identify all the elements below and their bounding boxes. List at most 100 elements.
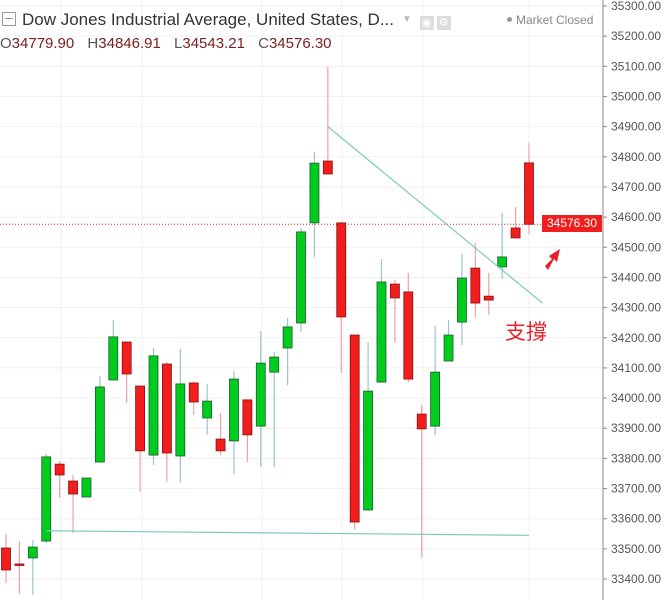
y-tick-label: 34600.00 <box>611 210 661 224</box>
candle-body <box>27 546 38 559</box>
candle-body <box>135 385 146 452</box>
y-tick-label: 34100.00 <box>611 361 661 375</box>
y-tick-label: 33500.00 <box>611 542 661 556</box>
open-value: 34779.90 <box>11 35 75 52</box>
menu-icon[interactable] <box>2 12 16 26</box>
candle-body <box>524 162 534 225</box>
candle-body <box>121 341 132 375</box>
y-tick-label: 33800.00 <box>611 451 661 465</box>
eye-icon[interactable]: ◉ <box>419 16 434 30</box>
candle <box>269 351 280 467</box>
candle <box>403 272 414 383</box>
candle-body <box>162 363 172 454</box>
candle <box>349 334 360 530</box>
y-tick-label: 33600.00 <box>611 512 661 526</box>
candle-body <box>282 326 293 349</box>
close-label: C <box>258 35 269 52</box>
candle-body <box>54 463 65 476</box>
y-tick-label: 34800.00 <box>611 150 661 164</box>
candle-body <box>68 480 78 495</box>
candle <box>188 381 199 415</box>
candle <box>27 540 38 596</box>
high-label: H <box>87 35 99 52</box>
candle-body <box>349 334 360 523</box>
candle-body <box>229 378 239 442</box>
candle <box>14 541 25 595</box>
candle <box>443 319 454 362</box>
candle <box>457 253 467 345</box>
y-tick-label: 34900.00 <box>611 120 661 134</box>
candle <box>215 412 226 456</box>
y-tick-label: 34400.00 <box>611 270 661 284</box>
candle <box>322 66 333 175</box>
market-status-text: Market Closed <box>516 13 594 27</box>
candle <box>336 222 347 374</box>
gear-icon[interactable]: ⚙ <box>436 16 451 30</box>
y-tick-label: 33700.00 <box>611 482 661 496</box>
candle-body <box>457 277 467 323</box>
candle-body <box>363 390 373 511</box>
candle-body <box>510 227 521 239</box>
up-arrow-icon <box>545 249 560 270</box>
last-price-tag: 34576.30 <box>542 215 602 232</box>
candle-body <box>215 438 226 452</box>
candle <box>255 331 266 467</box>
candle <box>135 385 146 492</box>
y-tick-label: 35100.00 <box>611 59 661 73</box>
chart-header: Dow Jones Industrial Average, United Sta… <box>0 10 451 30</box>
candle <box>497 212 508 279</box>
candle <box>68 474 78 533</box>
candle <box>363 341 373 511</box>
candle <box>389 279 400 343</box>
candle <box>175 348 186 483</box>
candle-body <box>255 362 266 427</box>
candle <box>108 319 119 381</box>
candle <box>282 317 293 386</box>
candle <box>296 227 306 333</box>
candle-body <box>202 400 213 419</box>
high-value: 34846.91 <box>98 35 161 52</box>
candle <box>121 341 132 403</box>
candle <box>54 461 65 498</box>
candle-body <box>188 382 199 403</box>
candle <box>470 243 481 317</box>
candle-body <box>483 295 494 301</box>
candle-body <box>108 336 119 381</box>
candle <box>1 534 11 583</box>
y-tick-label: 34500.00 <box>611 240 661 254</box>
status-dot-icon <box>507 17 512 22</box>
candle <box>229 370 239 475</box>
candle-body <box>430 371 441 427</box>
candle-body <box>322 160 333 175</box>
candle-body <box>376 281 387 383</box>
y-tick-label: 35200.00 <box>611 29 661 43</box>
ohlc-legend: O34779.90 H34846.91 L34543.21 C34576.30 <box>0 35 341 52</box>
chevron-down-icon[interactable]: ▼ <box>402 14 412 25</box>
candle <box>309 151 320 257</box>
candle <box>524 142 534 235</box>
y-tick-label: 34000.00 <box>611 391 661 405</box>
candle-body <box>175 383 186 457</box>
candle-body <box>148 355 159 456</box>
candle <box>510 206 521 239</box>
candle-body <box>14 563 25 566</box>
candle-body <box>403 291 414 380</box>
candle-body <box>296 231 306 324</box>
support-annotation: 支撐 <box>505 320 547 344</box>
candle-body <box>470 267 481 304</box>
y-tick-label: 34200.00 <box>611 331 661 345</box>
candle <box>148 348 159 466</box>
candle <box>94 376 105 463</box>
candle <box>242 399 253 463</box>
y-tick-label: 34300.00 <box>611 301 661 315</box>
candle-body <box>309 162 320 224</box>
close-value: 34576.30 <box>268 35 332 52</box>
symbol-title[interactable]: Dow Jones Industrial Average, United Sta… <box>22 10 394 29</box>
low-label: L <box>174 35 183 52</box>
y-tick-label: 34700.00 <box>611 180 661 194</box>
candle <box>376 259 387 383</box>
candle-body <box>443 334 454 362</box>
candle-body <box>94 386 105 463</box>
candle-body <box>269 356 280 373</box>
